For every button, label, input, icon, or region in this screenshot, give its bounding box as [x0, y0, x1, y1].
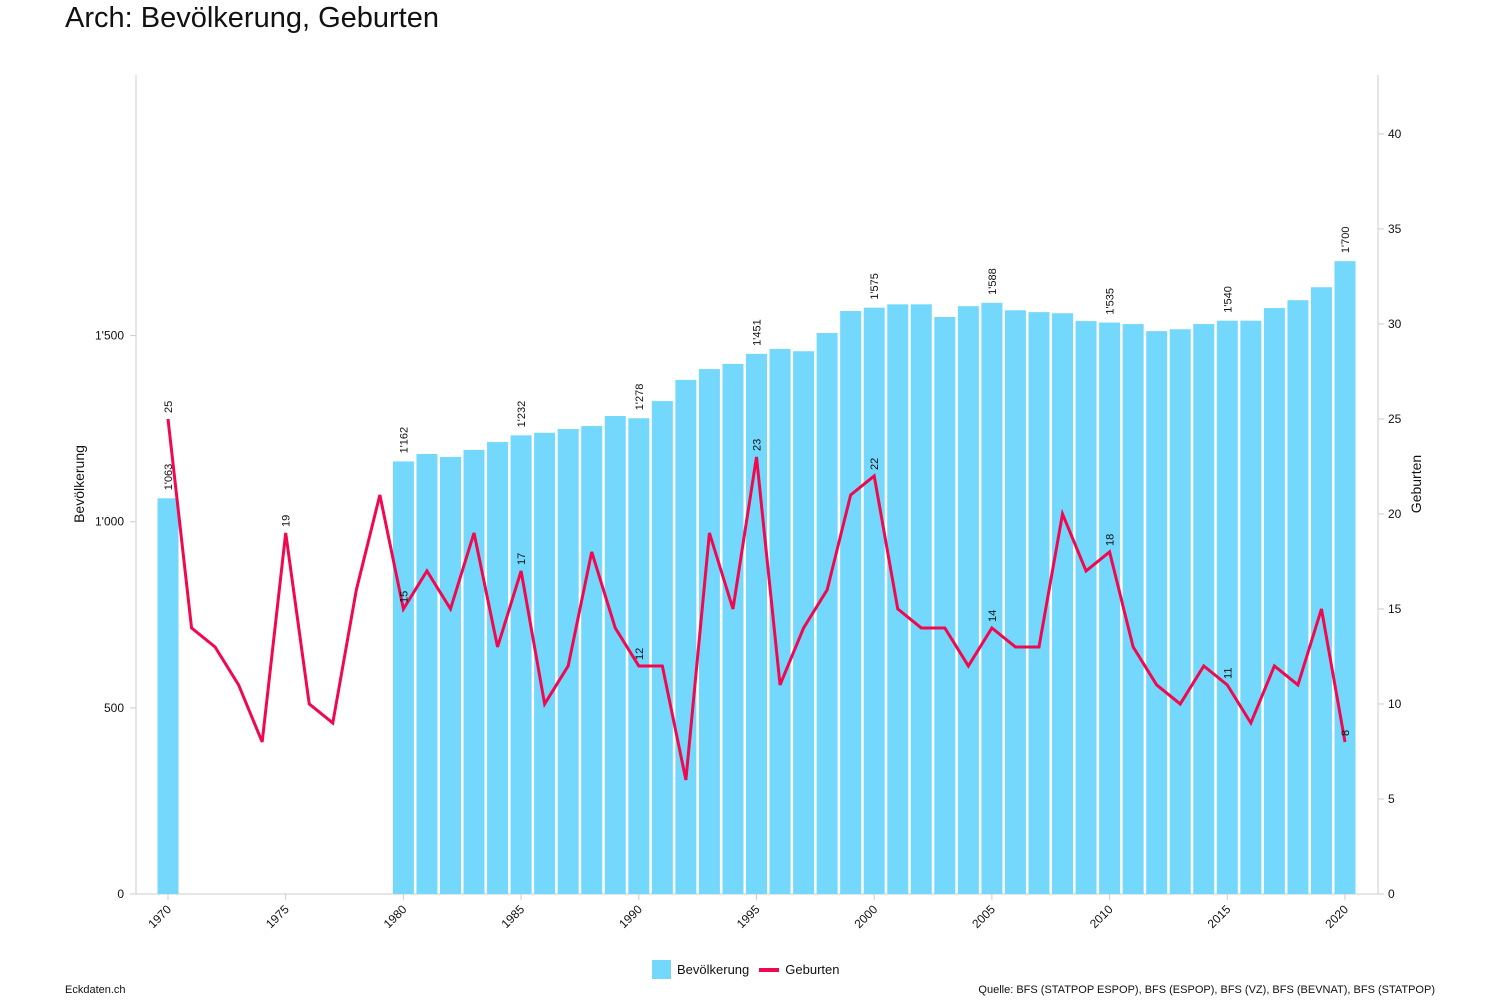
bar-1989 [604, 416, 626, 894]
bar-1985 [510, 435, 532, 894]
bar-2013 [1169, 329, 1191, 894]
bar-2020 [1334, 261, 1356, 894]
x-tick-label: 1980 [381, 902, 410, 931]
bar-label-1980: 1'162 [398, 427, 410, 454]
chart-title: Arch: Bevölkerung, Geburten [65, 2, 439, 34]
bar-label-1970: 1'063 [163, 464, 175, 491]
line-label-1985: 17 [516, 553, 528, 565]
bar-2012 [1146, 331, 1168, 894]
x-tick-label: 2020 [1322, 902, 1351, 931]
bar-1982 [439, 456, 461, 894]
bar-1983 [463, 449, 485, 894]
right-tick-label: 30 [1388, 317, 1402, 331]
bar-1998 [816, 332, 838, 894]
line-label-1980: 15 [398, 591, 410, 603]
left-tick-label: 1'500 [95, 329, 124, 343]
legend-label-geburten[interactable]: Geburten [785, 962, 840, 977]
line-label-1990: 12 [634, 648, 646, 660]
right-tick-label: 0 [1388, 887, 1395, 901]
bar-label-1985: 1'232 [516, 401, 528, 428]
bar-2006 [1004, 310, 1026, 894]
footer-source: Quelle: BFS (STATPOP ESPOP), BFS (ESPOP)… [978, 984, 1435, 996]
line-label-2020: 8 [1340, 730, 1352, 736]
bar-1970 [157, 498, 179, 894]
x-tick-label: 2015 [1205, 902, 1234, 931]
bar-1984 [487, 442, 509, 894]
bar-label-2005: 1'588 [987, 268, 999, 295]
left-axis-title: Bevölkerung [71, 445, 87, 523]
left-tick-label: 0 [117, 887, 124, 901]
x-tick-label: 1990 [616, 902, 645, 931]
bar-2010 [1099, 322, 1121, 894]
bar-2004 [957, 306, 979, 894]
bar-2017 [1263, 308, 1285, 894]
bar-2003 [934, 316, 956, 894]
line-label-1975: 19 [281, 515, 293, 527]
line-label-2000: 22 [869, 458, 881, 470]
right-tick-label: 10 [1388, 697, 1402, 711]
legend-swatch-bevoelkerung [652, 960, 671, 979]
x-tick-label: 2000 [852, 902, 881, 931]
bar-1990 [628, 418, 650, 894]
bar-label-2020: 1'700 [1340, 227, 1352, 254]
x-tick-label: 1985 [498, 902, 527, 931]
bar-label-1990: 1'278 [634, 384, 646, 411]
bar-1999 [840, 311, 862, 895]
line-label-2010: 18 [1105, 534, 1117, 546]
bar-1993 [698, 369, 720, 894]
bar-2000 [863, 307, 885, 895]
bar-1986 [534, 432, 556, 894]
right-tick-label: 35 [1388, 222, 1402, 236]
bar-2008 [1052, 313, 1074, 895]
bar-label-2015: 1'540 [1222, 286, 1234, 313]
right-tick-label: 25 [1388, 412, 1402, 426]
bar-2002 [910, 304, 932, 894]
bar-2001 [887, 304, 909, 894]
x-tick-label: 1975 [263, 902, 292, 931]
bar-1991 [651, 401, 673, 894]
bar-2005 [981, 302, 1003, 894]
bar-2019 [1310, 287, 1332, 895]
bar-2014 [1193, 324, 1215, 895]
bar-1981 [416, 453, 438, 894]
bar-2009 [1075, 321, 1097, 894]
x-tick-label: 2010 [1087, 902, 1116, 931]
legend-label-bevoelkerung[interactable]: Bevölkerung [677, 962, 750, 977]
right-tick-label: 20 [1388, 507, 1402, 521]
left-tick-label: 500 [104, 701, 124, 715]
legend-swatch-geburten [759, 967, 780, 972]
right-tick-label: 40 [1388, 127, 1402, 141]
bar-label-2000: 1'575 [869, 273, 881, 300]
bar-2016 [1240, 320, 1262, 894]
legend: Bevölkerung Geburten [652, 960, 839, 979]
line-label-1970: 25 [163, 401, 175, 413]
footer-brand: Eckdaten.ch [65, 984, 126, 996]
right-axis-title: Geburten [1408, 455, 1424, 513]
right-tick-label: 5 [1388, 792, 1395, 806]
bar-1980 [392, 461, 414, 894]
bar-2011 [1122, 324, 1144, 895]
bar-label-1995: 1'451 [752, 319, 764, 346]
line-label-1995: 23 [752, 439, 764, 451]
bar-2015 [1216, 320, 1238, 894]
bar-1992 [675, 379, 697, 894]
bar-2018 [1287, 300, 1309, 895]
bar-label-2010: 1'535 [1105, 288, 1117, 315]
x-tick-label: 1995 [734, 902, 763, 931]
bar-1997 [793, 351, 815, 895]
x-tick-label: 2005 [969, 902, 998, 931]
x-tick-label: 1970 [145, 902, 174, 931]
line-label-2005: 14 [987, 610, 999, 622]
bar-1988 [581, 426, 603, 894]
right-tick-label: 15 [1388, 602, 1402, 616]
bar-2007 [1028, 312, 1050, 895]
bar-1994 [722, 363, 744, 894]
line-label-2015: 11 [1222, 668, 1234, 679]
left-tick-label: 1'000 [95, 515, 124, 529]
bar-1995 [746, 353, 767, 894]
bar-1996 [769, 348, 791, 894]
